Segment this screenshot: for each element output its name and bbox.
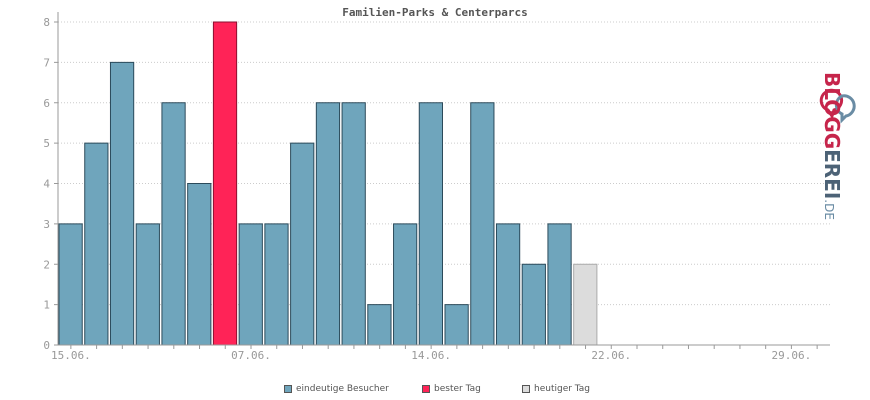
bar [264,223,289,346]
legend: eindeutige Besucher bester Tag heutiger … [0,384,870,400]
axes [54,12,830,349]
bar [315,102,341,346]
speech-bubbles-icon [819,88,856,124]
bar [238,223,263,346]
legend-item-today: heutiger Tag [522,384,590,394]
y-tick-label: 5 [43,137,50,150]
x-tick-label: 15.06. [51,349,91,362]
bar [161,102,186,346]
bar [58,223,83,346]
bar [109,61,135,346]
logo-text-part3: .DE [822,199,836,220]
legend-label-best: bester Tag [434,384,481,394]
y-tick-label: 6 [43,97,50,110]
y-tick-label: 0 [43,339,50,352]
legend-swatch-visitors [284,385,292,393]
x-tick-label: 29.06. [772,349,812,362]
bar-chart: Familien-Parks & Centerparcs 0 1 2 3 4 5 6 7 8 1… [43,6,830,362]
bar [444,304,469,346]
y-tick-label: 1 [43,299,50,312]
chart-title: Familien-Parks & Centerparcs [342,6,527,19]
bar [495,223,521,346]
legend-label-visitors: eindeutige Besucher [296,384,389,394]
bar-today [573,263,598,346]
legend-item-best: bester Tag [422,384,481,394]
bar [135,223,160,346]
bar [521,263,546,346]
bar [393,223,418,346]
y-tick-label: 7 [43,56,50,69]
x-tick-labels: 15.06. 07.06. 14.06. 22.06. 29.06. [51,349,811,362]
y-tick-label: 3 [43,218,50,231]
bar [547,223,572,346]
bar [470,102,495,346]
bar [367,304,392,346]
bar-best-day [212,21,238,346]
legend-label-today: heutiger Tag [534,384,591,394]
logo-text-part1: BLOGG [820,72,844,150]
y-tick-labels: 0 1 2 3 4 5 6 7 8 [43,16,50,352]
x-tick-label: 07.06. [231,349,271,362]
y-tick-label: 8 [43,16,50,29]
legend-item-visitors: eindeutige Besucher [284,384,389,394]
bloggerei-logo: BLOGGEREI.DE [820,72,844,220]
x-tick-label: 14.06. [411,349,451,362]
legend-swatch-today [522,385,530,393]
bar [341,102,366,346]
bar [418,102,443,346]
x-tick-label: 22.06. [591,349,631,362]
bars [58,21,598,346]
bar [290,142,315,346]
logo-text-part2: EREI [820,149,844,200]
bar [84,142,109,346]
legend-swatch-best [422,385,430,393]
y-tick-label: 4 [43,178,50,191]
bar [187,183,212,346]
y-tick-label: 2 [43,258,50,271]
